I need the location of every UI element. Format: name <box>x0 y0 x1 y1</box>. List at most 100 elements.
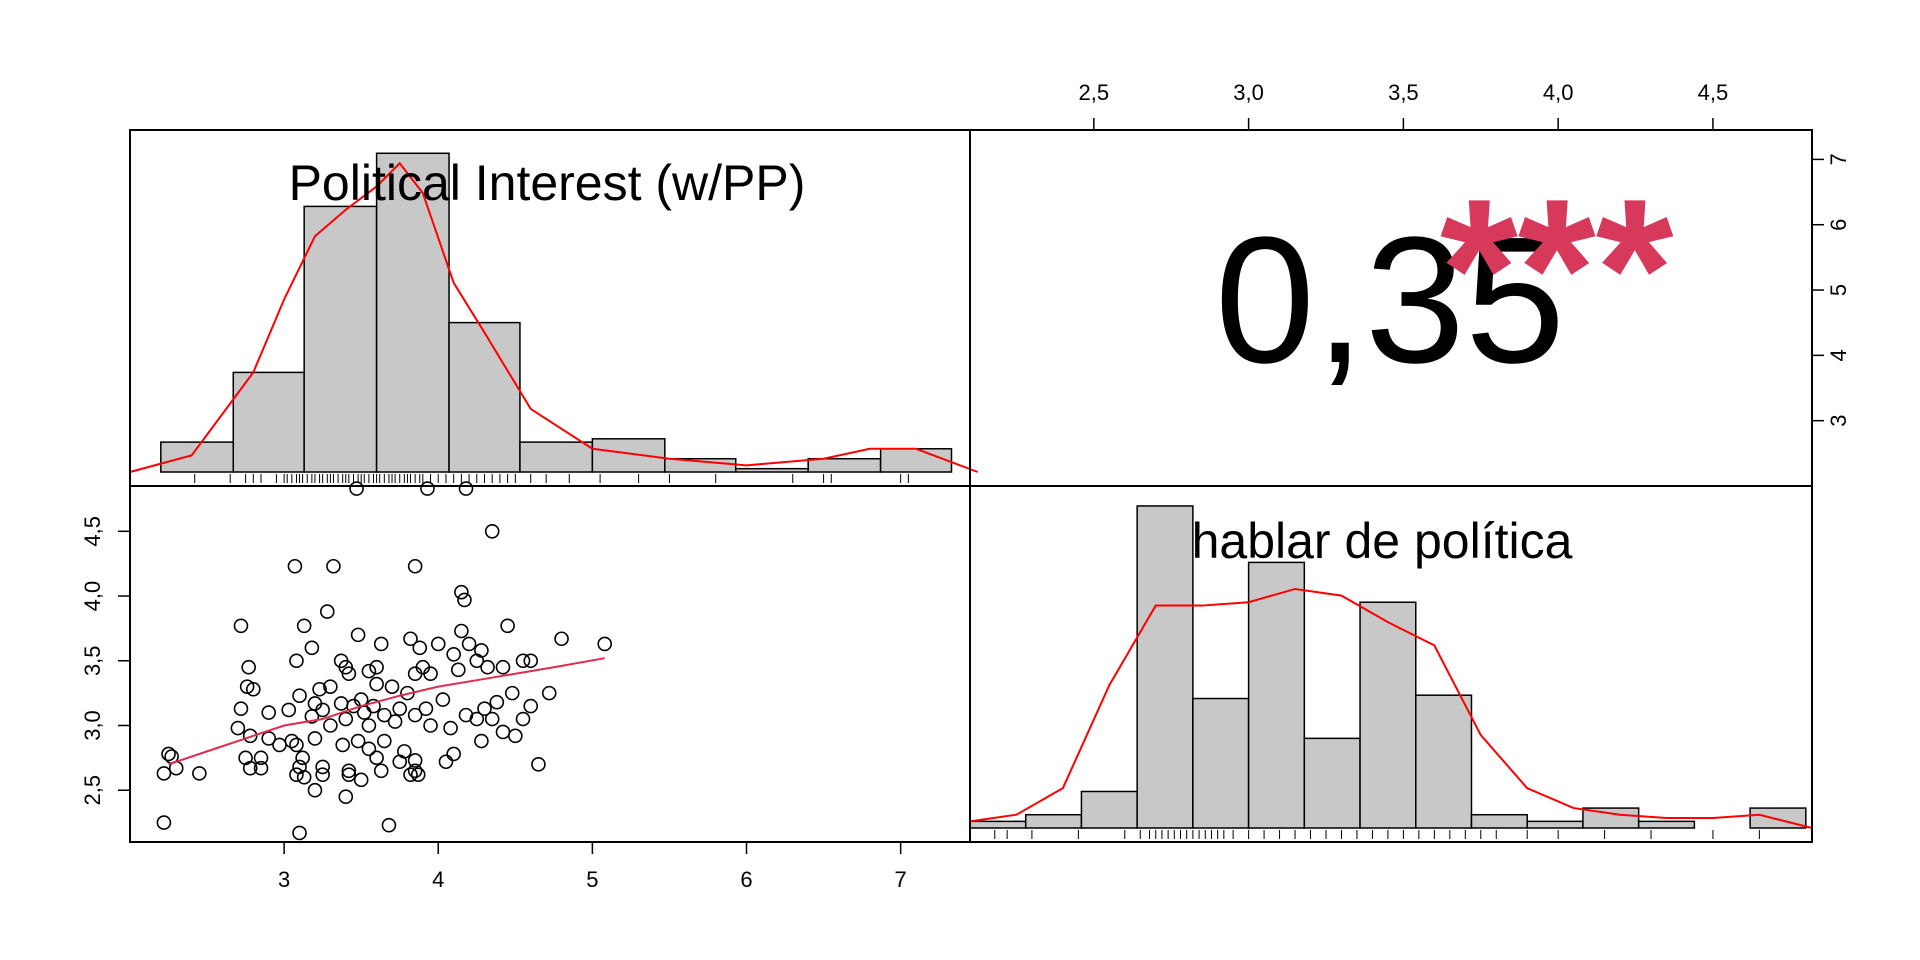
top-axis-tick-label: 4,0 <box>1543 80 1574 105</box>
scatter-point <box>161 746 176 762</box>
hist-political-interest-bar <box>232 371 305 473</box>
right-axis-tick-label: 5 <box>1826 284 1851 296</box>
scatter-point <box>341 666 357 682</box>
scatter-point <box>356 705 372 720</box>
scatter-point <box>242 728 258 744</box>
scatter-point <box>341 767 357 782</box>
scatter-point <box>435 692 451 707</box>
scatter-point <box>403 767 418 782</box>
scatter-point <box>315 702 330 718</box>
scatter-point <box>450 662 466 678</box>
scatter-loess-line <box>168 657 605 766</box>
scatter-point <box>261 731 277 746</box>
scatter-point <box>295 750 310 766</box>
scatter-point <box>384 679 400 694</box>
scatter-point <box>304 709 320 724</box>
scatter-point <box>407 707 423 723</box>
scatter-point <box>381 817 397 833</box>
hist-hablar-bar <box>1303 737 1361 829</box>
scatter-point <box>361 718 377 733</box>
scatter-point <box>438 754 454 770</box>
scatter-point <box>597 636 613 652</box>
scatter-point <box>289 767 304 782</box>
left-y-axis: 2,5 3,0 3,5 4,0 4,5 <box>80 516 131 806</box>
scatter-point <box>484 711 500 727</box>
right-axis-tick-label: 6 <box>1826 219 1851 231</box>
scatter-point <box>338 789 354 804</box>
hist-hablar-bar <box>969 820 1027 829</box>
hist-hablar-panel: hablar de política <box>969 505 1813 839</box>
scatter-point <box>500 618 515 634</box>
scatter-point <box>292 825 307 841</box>
scatter-point <box>541 685 557 701</box>
scatter-point <box>458 481 474 496</box>
scatter-point <box>253 760 269 776</box>
scatter-point <box>423 666 438 682</box>
left-axis-tick-label: 2,5 <box>80 775 105 806</box>
hist-political-interest-bar <box>591 438 666 473</box>
scatter-point <box>312 681 327 697</box>
scatter-point <box>261 705 277 720</box>
top-axis-tick-label: 3,0 <box>1233 80 1264 105</box>
scatter-point <box>423 718 438 733</box>
hist-hablar-bars <box>969 505 1807 829</box>
bottom-axis-tick-label: 3 <box>278 867 290 892</box>
scatter-point <box>446 746 461 762</box>
correlation-panel: 0,35 *** 2,5 3,0 3,5 4,0 4,5 3 4 5 6 7 <box>1079 80 1851 427</box>
scatter-point <box>484 524 500 539</box>
hist-political-interest-bar <box>734 467 809 473</box>
scatter-point <box>350 627 366 643</box>
scatter-point <box>253 750 269 766</box>
hist-hablar-bar <box>1637 820 1696 829</box>
top-axis-tick-label: 4,5 <box>1698 80 1729 105</box>
scatter-point <box>333 696 349 711</box>
correlation-value: 0,35 <box>1215 200 1565 401</box>
hist-political-interest-bar <box>519 441 594 473</box>
hist-hablar-rug <box>994 830 1760 839</box>
scatter-point <box>272 737 287 753</box>
scatter-point <box>531 757 546 772</box>
top-x-axis: 2,5 3,0 3,5 4,0 4,5 <box>1079 80 1729 131</box>
scatter-point <box>407 666 423 682</box>
scatter-point <box>338 659 354 675</box>
scatter-point <box>392 701 408 716</box>
significance-stars: *** <box>1440 158 1674 381</box>
bottom-axis-tick-label: 5 <box>586 867 598 892</box>
scatter-point <box>457 592 472 608</box>
scatter-point <box>246 681 261 697</box>
scatter-point <box>369 659 384 675</box>
bottom-axis-tick-label: 7 <box>895 867 907 892</box>
scatter-point <box>403 631 418 647</box>
hist-political-interest-density-line <box>129 161 979 473</box>
scatter-point <box>350 733 366 749</box>
scatter-point <box>392 754 408 770</box>
scatter-point <box>469 711 485 727</box>
scatter-point <box>338 711 354 727</box>
scatter-points <box>156 481 613 841</box>
scatter-point <box>230 720 246 736</box>
scatter-point <box>341 763 357 779</box>
bottom-axis-tick-label: 4 <box>432 867 444 892</box>
left-axis-tick-label: 4,0 <box>80 581 105 612</box>
scatter-point <box>156 815 172 830</box>
scatter-point <box>233 618 249 634</box>
hist-hablar-bar <box>1247 561 1306 829</box>
scatter-point <box>289 737 304 753</box>
scatter-point <box>361 741 377 757</box>
scatter-point <box>319 604 335 619</box>
scatter-point <box>480 659 495 675</box>
left-axis-tick-label: 3,5 <box>80 645 105 676</box>
scatter-point <box>315 767 330 782</box>
scatter-point <box>335 737 350 753</box>
scatter-point <box>489 694 505 710</box>
hist-hablar-bar <box>1415 694 1473 829</box>
hist-political-interest-bar <box>448 321 521 473</box>
hist-political-interest-panel: Political Interest (w/PP) <box>129 152 979 483</box>
scatter-point <box>296 769 312 785</box>
scatter-point <box>242 760 258 776</box>
scatter-point <box>323 718 338 733</box>
scatter-point <box>474 733 489 749</box>
right-axis-tick-label: 7 <box>1826 153 1851 165</box>
scatter-point <box>292 688 307 704</box>
